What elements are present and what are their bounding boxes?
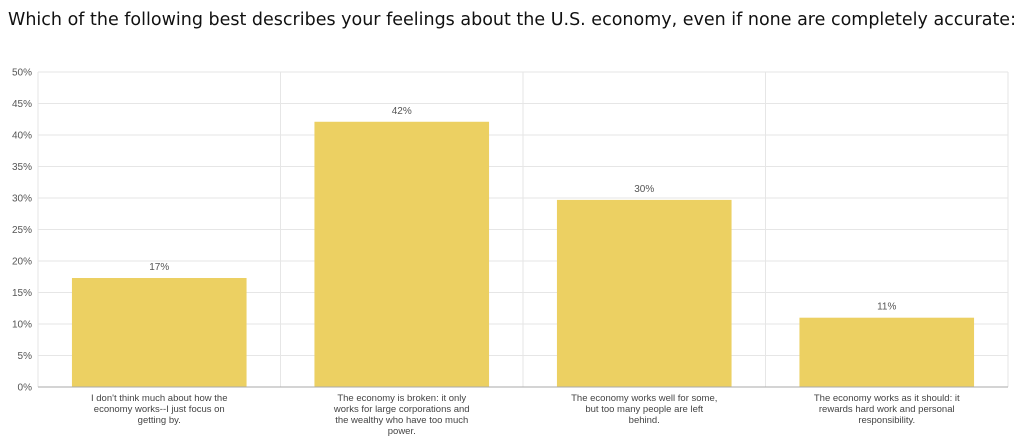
data-label: 11%: [877, 302, 896, 313]
data-label: 42%: [392, 106, 412, 117]
data-label: 17%: [149, 262, 169, 273]
y-tick-label: 10%: [12, 320, 32, 331]
y-tick-label: 25%: [12, 225, 32, 236]
y-tick-label: 5%: [18, 351, 33, 362]
bar[interactable]: [72, 278, 247, 387]
bar-chart: 0% 5% 10% 15% 20% 25% 30% 35% 40% 45% 50% 17% 42% 30…: [0, 0, 1024, 446]
x-category-label: I don't think much about how the economy …: [91, 393, 227, 426]
x-axis: I don't think much about how the economy …: [38, 387, 1008, 437]
y-tick-label: 30%: [12, 194, 32, 205]
y-axis: 0% 5% 10% 15% 20% 25% 30% 35% 40% 45% 50%: [12, 68, 32, 394]
bar[interactable]: [557, 200, 732, 387]
y-tick-label: 35%: [12, 162, 32, 173]
data-label: 30%: [634, 184, 654, 195]
y-tick-label: 15%: [12, 288, 32, 299]
x-category-label: The economy is broken: it only works for …: [333, 393, 470, 437]
bar[interactable]: [314, 122, 489, 387]
y-tick-label: 20%: [12, 257, 32, 268]
x-category-label: The economy works well for some, but too …: [571, 393, 717, 426]
y-tick-label: 45%: [12, 99, 32, 110]
bar[interactable]: [799, 318, 974, 387]
y-tick-label: 40%: [12, 131, 32, 142]
y-tick-label: 0%: [18, 383, 33, 394]
x-category-label: The economy works as it should: it reward…: [814, 393, 960, 426]
y-tick-label: 50%: [12, 68, 32, 79]
